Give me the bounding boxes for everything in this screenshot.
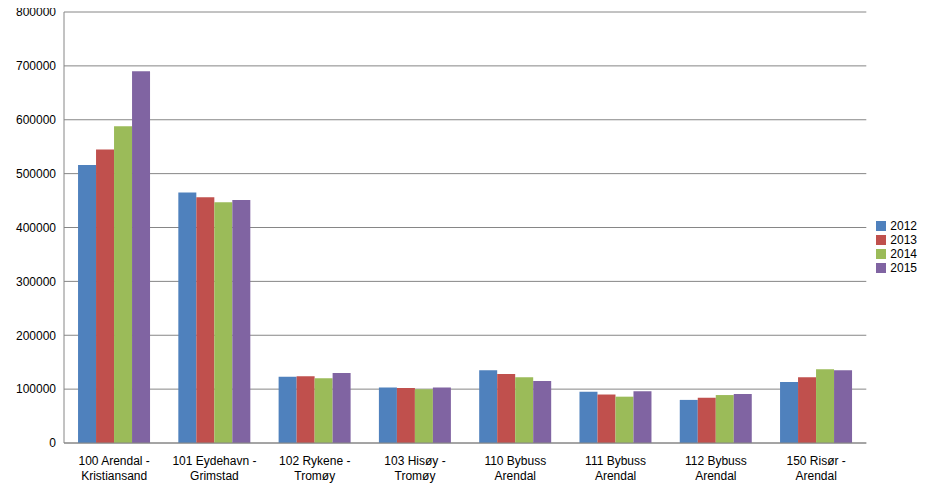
svg-text:400000: 400000	[16, 221, 56, 235]
html-text:2012: 2012	[890, 218, 917, 233]
svg-text:103 Hisøy -Tromøy: 103 Hisøy -Tromøy	[384, 454, 445, 483]
svg-text:200000: 200000	[16, 329, 56, 343]
html-text:2014: 2014	[890, 246, 917, 261]
svg-text:112 BybussArendal: 112 BybussArendal	[685, 454, 747, 483]
svg-text:700000: 700000	[16, 59, 56, 73]
html-text:2013: 2013	[890, 232, 917, 247]
html-text:2015: 2015	[890, 260, 917, 275]
svg-text:600000: 600000	[16, 113, 56, 127]
svg-text:100 Arendal -Kristiansand: 100 Arendal -Kristiansand	[78, 454, 149, 483]
svg-text:101 Eydehavn -Grimstad: 101 Eydehavn -Grimstad	[172, 454, 256, 483]
svg-text:800000: 800000	[16, 8, 56, 19]
svg-text:102 Rykene -Tromøy: 102 Rykene -Tromøy	[279, 454, 350, 483]
svg-text:500000: 500000	[16, 167, 56, 181]
svg-text:150 Risør -Arendal: 150 Risør -Arendal	[786, 454, 845, 483]
svg-text:111 BybussArendal: 111 BybussArendal	[585, 454, 646, 483]
svg-text:110 BybussArendal: 110 BybussArendal	[484, 454, 546, 483]
svg-text:0: 0	[49, 436, 56, 450]
svg-text:300000: 300000	[16, 275, 56, 289]
svg-text:100000: 100000	[16, 382, 56, 396]
